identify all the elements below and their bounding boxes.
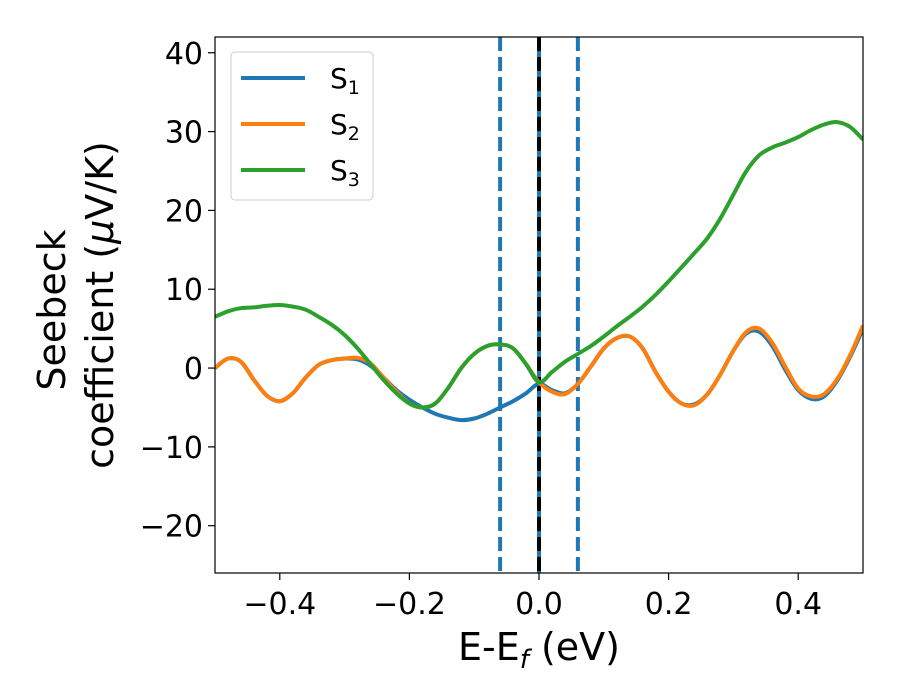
y-tick-label: 30 [165, 116, 203, 151]
reference-lines [498, 37, 580, 573]
x-tick-label: −0.4 [243, 587, 316, 622]
y-axis-label: Seebeck coefficient (μV/K) [30, 141, 122, 469]
y-tick-label: 20 [165, 194, 203, 229]
y-axis-label-line2: coefficient (μV/K) [78, 141, 122, 469]
legend-label: S3 [330, 154, 360, 191]
series-layer [215, 120, 863, 423]
x-tick-label: 0.0 [515, 587, 563, 622]
y-axis-ticks: −20 −10 0 10 20 30 40 [140, 37, 215, 545]
y-axis-label-line1: Seebeck [30, 229, 74, 390]
x-tick-label: 0.2 [645, 587, 693, 622]
x-tick-label: −0.2 [373, 587, 446, 622]
x-axis-ticks: −0.4 −0.2 0.0 0.2 0.4 [243, 573, 822, 622]
legend: S1 S2 S3 [230, 51, 374, 201]
x-tick-label: 0.4 [774, 587, 822, 622]
legend-label: S1 [330, 62, 360, 99]
x-axis-label: E-Ef (eV) [458, 625, 620, 675]
y-tick-label: 40 [165, 37, 203, 72]
y-tick-label: −20 [140, 510, 203, 545]
y-tick-label: 10 [165, 273, 203, 308]
y-tick-label: 0 [184, 352, 203, 387]
y-tick-label: −10 [140, 431, 203, 466]
legend-label: S2 [330, 108, 360, 145]
series-line-s3 [215, 120, 863, 410]
